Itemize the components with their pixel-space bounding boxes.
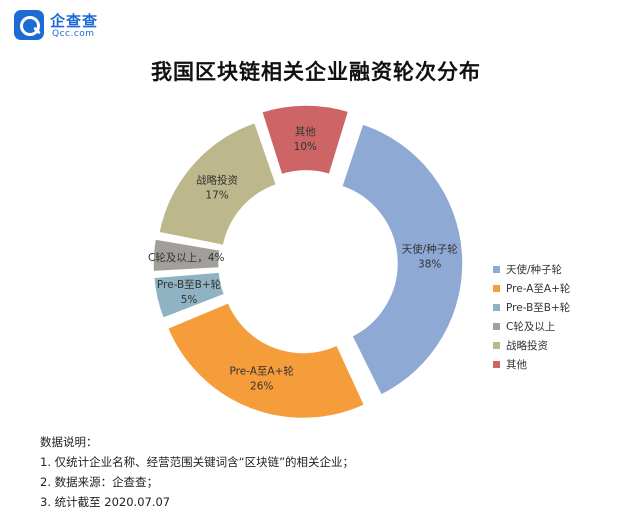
slice-value-5: 10% (294, 141, 317, 153)
legend-swatch (493, 285, 500, 292)
slice-2 (152, 271, 226, 320)
legend-item: Pre-A至A+轮 (493, 279, 570, 298)
legend-item: 战略投资 (493, 336, 570, 355)
legend-label: Pre-A至A+轮 (506, 283, 571, 295)
legend-swatch (493, 304, 500, 311)
slice-1 (166, 301, 366, 420)
legend-swatch (493, 342, 500, 349)
slice-label-3: C轮及以上，4% (148, 251, 225, 264)
data-notes: 数据说明： 1. 仅统计企业名称、经营范围关键词含“区块链”的相关企业； 2. … (40, 432, 354, 512)
slice-label-4: 战略投资 (196, 173, 238, 186)
slice-4 (157, 121, 278, 247)
legend-label: 其他 (506, 359, 527, 371)
brand-logo: 企查查 Qcc.com (14, 8, 124, 44)
slice-label-1: Pre-A至A+轮 (229, 365, 294, 378)
slice-3 (152, 238, 222, 273)
slice-value-1: 26% (250, 381, 273, 393)
slice-label-0: 天使/种子轮 (402, 243, 459, 256)
slice-0 (340, 122, 464, 397)
note-line: 1. 仅统计企业名称、经营范围关键词含“区块链”的相关企业； (40, 455, 355, 469)
legend-item: Pre-B至B+轮 (493, 298, 570, 317)
slice-value-4: 17% (205, 189, 228, 201)
legend-item: 其他 (493, 355, 570, 374)
slice-label-2: Pre-B至B+轮 (157, 278, 222, 291)
slice-value-0: 38% (418, 259, 441, 271)
note-line: 3. 统计截至 2020.07.07 (40, 495, 171, 509)
legend-swatch (493, 323, 500, 330)
notes-heading: 数据说明： (40, 435, 98, 449)
legend-label: C轮及以上 (506, 321, 556, 333)
chart-legend: 天使/种子轮 Pre-A至A+轮 Pre-B至B+轮 C轮及以上战略投资其他 (493, 260, 570, 374)
legend-label: 战略投资 (506, 340, 548, 352)
slice-5 (260, 104, 350, 176)
legend-label: 天使/种子轮 (506, 264, 563, 276)
legend-item: C轮及以上 (493, 317, 570, 336)
note-line: 2. 数据来源：企查查； (40, 475, 159, 489)
slice-label-5: 其他 (295, 125, 316, 138)
slice-value-2: 5% (181, 294, 198, 306)
magnifier-icon (14, 10, 44, 40)
legend-label: Pre-B至B+轮 (506, 302, 571, 314)
legend-swatch (493, 361, 500, 368)
brand-url: Qcc.com (52, 29, 95, 39)
chart-title: 我国区块链相关企业融资轮次分布 (151, 60, 481, 84)
brand-name: 企查查 (50, 12, 99, 30)
legend-item: 天使/种子轮 (493, 260, 570, 279)
legend-swatch (493, 266, 500, 273)
